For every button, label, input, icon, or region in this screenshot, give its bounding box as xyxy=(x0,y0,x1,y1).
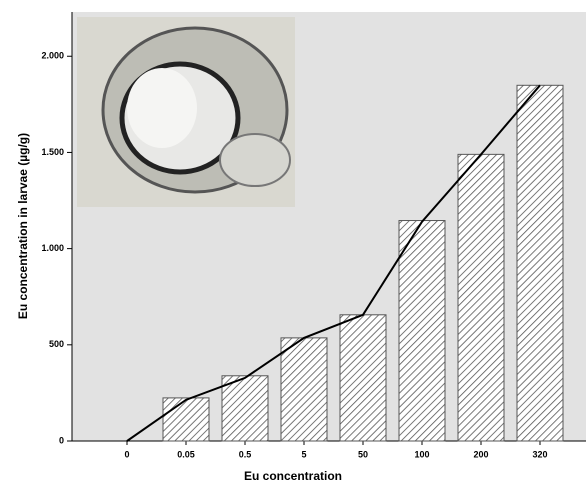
x-tick-label: 5 xyxy=(301,449,306,459)
bar xyxy=(339,314,387,442)
bar xyxy=(398,220,446,442)
x-axis-title: Eu concentration xyxy=(244,469,342,483)
bar xyxy=(516,84,564,442)
y-tick-label: 2.000 xyxy=(41,51,64,61)
x-tick-label: 200 xyxy=(473,449,488,459)
x-tick-label: 0.5 xyxy=(239,449,252,459)
bar xyxy=(221,375,269,442)
y-tick-label: 500 xyxy=(49,339,64,349)
y-tick-label: 1.000 xyxy=(41,243,64,253)
y-tick-label: 1.500 xyxy=(41,147,64,157)
x-tick-label: 320 xyxy=(532,449,547,459)
bar xyxy=(280,337,328,442)
x-tick-label: 0 xyxy=(124,449,129,459)
line xyxy=(126,84,541,442)
x-tick-label: 100 xyxy=(414,449,429,459)
x-tick-label: 0.05 xyxy=(177,449,195,459)
inset-image xyxy=(77,17,295,207)
y-tick-label: 0 xyxy=(59,435,64,445)
y-axis-title: Eu concentration in larvae (µg/g) xyxy=(16,133,30,319)
bar xyxy=(457,153,505,442)
x-tick-label: 50 xyxy=(358,449,368,459)
bar xyxy=(162,397,210,442)
